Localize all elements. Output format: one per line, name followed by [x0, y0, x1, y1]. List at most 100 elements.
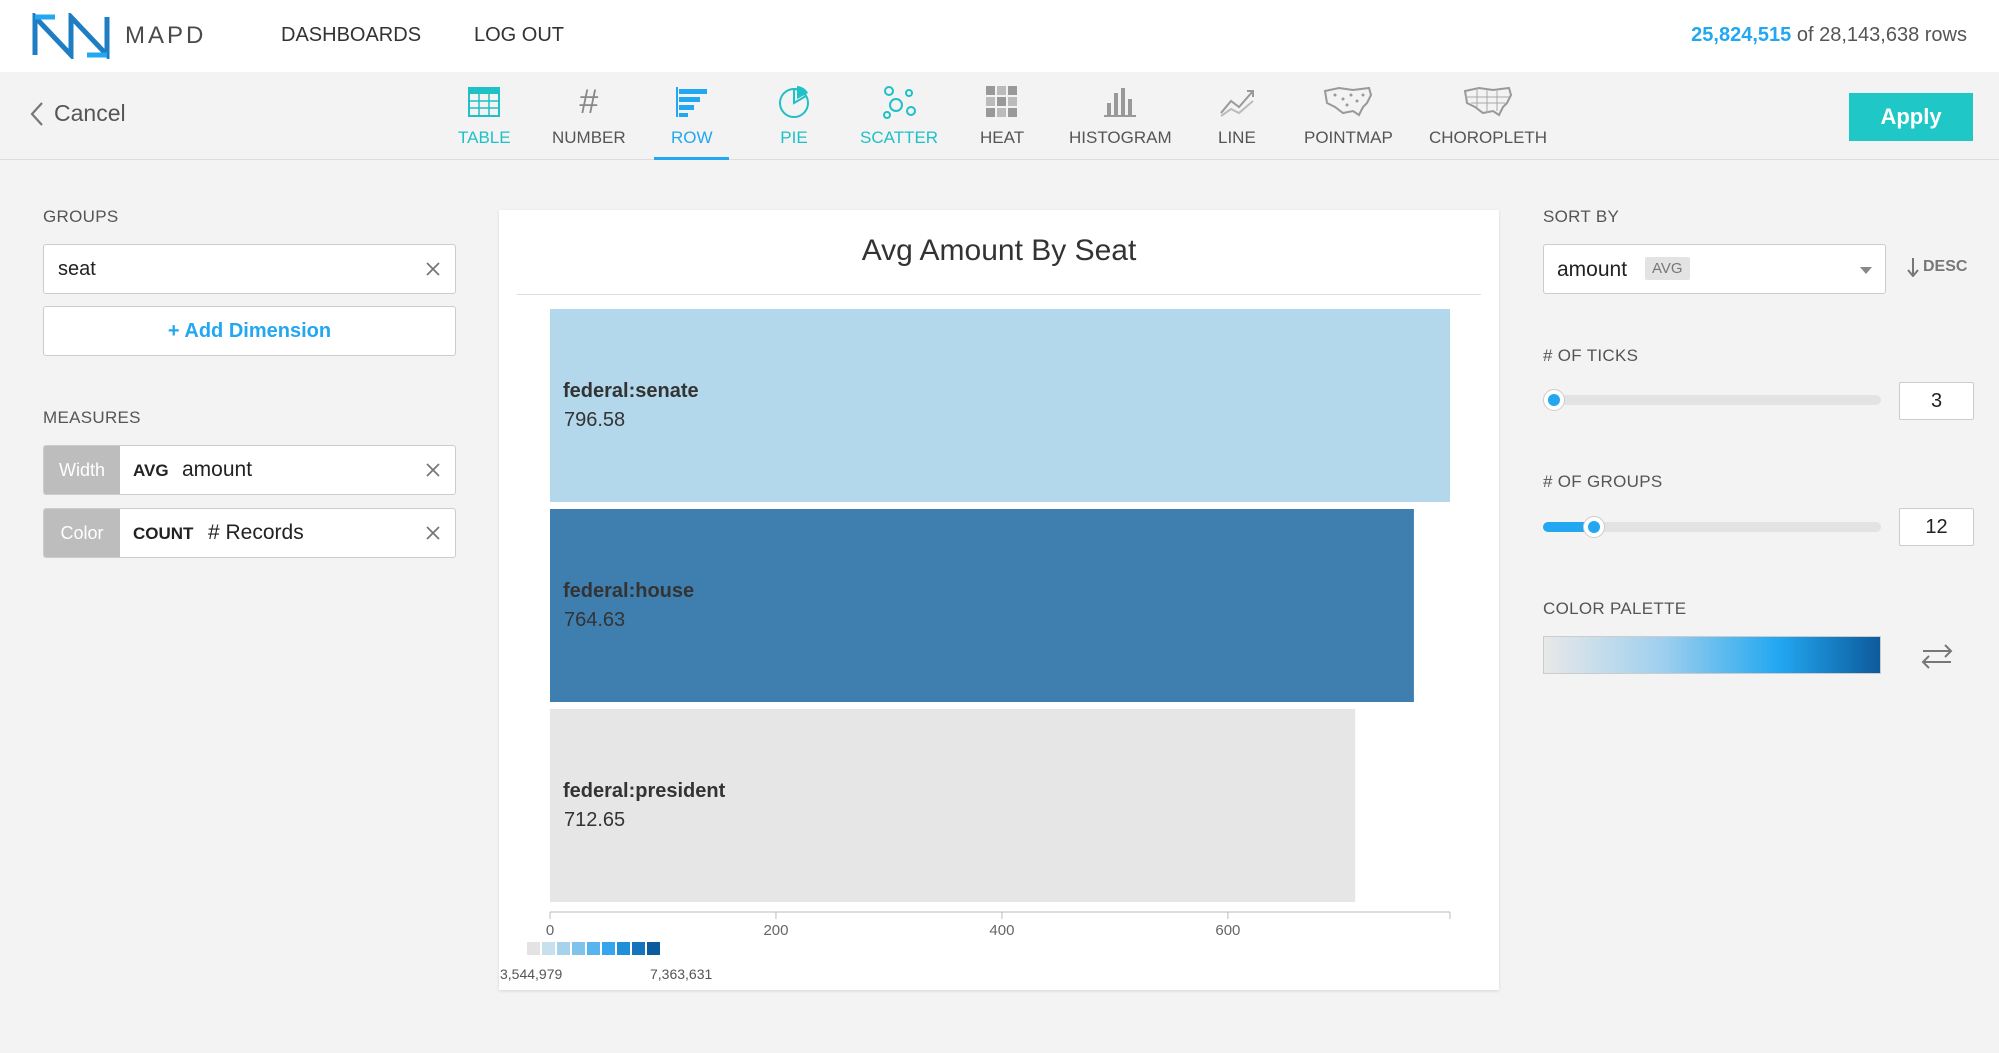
sort-aggregate-badge: AVG: [1645, 257, 1690, 280]
row-chart: federal:senate 796.58 federal:house 764.63 f…: [500, 309, 1451, 982]
measures-label: MEASURES: [43, 408, 141, 427]
chart-type-label: TABLE: [458, 128, 511, 147]
groups-slider[interactable]: [1543, 516, 1881, 538]
chart-type-heat[interactable]: HEAT: [980, 82, 1024, 148]
color-legend-swatch: [602, 942, 615, 955]
x-tick-label: 600: [1215, 922, 1240, 939]
measure-tag-color: Color: [44, 509, 120, 557]
mapd-logo-icon: [32, 13, 110, 59]
chart-type-label: HEAT: [980, 128, 1025, 147]
chart-type-label: CHOROPLETH: [1429, 128, 1548, 147]
choropleth-icon: [1463, 86, 1513, 117]
x-tick-label: 400: [989, 922, 1014, 939]
chart-card: Avg Amount By Seat federal:senate 796.58 f…: [499, 210, 1499, 990]
bar[interactable]: [550, 509, 1414, 702]
bar-value-label: 764.63: [564, 609, 625, 631]
chart-type-label: SCATTER: [860, 128, 939, 147]
pointmap-icon: [1324, 86, 1373, 117]
color-legend-swatch: [647, 942, 660, 955]
bar-category-label: federal:president: [563, 780, 726, 802]
total-row-count: 28,143,638: [1819, 24, 1920, 46]
top-nav: MAPD DASHBOARDS LOG OUT 25,824,515 of 28…: [0, 0, 1999, 72]
remove-dimension-icon[interactable]: [425, 261, 441, 277]
chart-editor-toolbar: Cancel TABLE # NUMBER ROW PIE SCATTER HE…: [0, 72, 1999, 160]
ticks-label: # OF TICKS: [1543, 346, 1639, 365]
remove-measure-icon[interactable]: [425, 462, 441, 478]
bar-value-label: 796.58: [564, 409, 625, 431]
sort-direction-toggle[interactable]: DESC: [1907, 257, 1967, 277]
sort-by-select[interactable]: amount AVG: [1543, 244, 1886, 294]
chart-type-label: HISTOGRAM: [1069, 128, 1172, 147]
chart-type-table[interactable]: TABLE: [458, 82, 511, 148]
bar-category-label: federal:house: [563, 580, 694, 602]
measure-field-name: # Records: [208, 521, 304, 544]
sort-by-label: SORT BY: [1543, 207, 1620, 226]
bar-value-label: 712.65: [564, 809, 625, 831]
chart-type-label: PIE: [780, 128, 808, 147]
remove-measure-icon[interactable]: [425, 525, 441, 541]
row-count-of: of: [1796, 24, 1814, 46]
chart-type-pie[interactable]: PIE: [777, 82, 811, 148]
groups-slider-fill: [1543, 522, 1595, 532]
pie-icon: [779, 86, 809, 118]
groups-slider-handle[interactable]: [1582, 516, 1605, 538]
logout-link[interactable]: LOG OUT: [474, 24, 565, 46]
width-measure-field[interactable]: Width AVG amount: [43, 445, 456, 495]
add-dimension-button[interactable]: + Add Dimension: [43, 306, 456, 356]
group-dimension-field[interactable]: seat: [43, 244, 456, 294]
bar-category-label: federal:senate: [563, 380, 699, 402]
color-legend-swatch: [632, 942, 645, 955]
color-legend-swatch: [557, 942, 570, 955]
color-legend-swatch: [542, 942, 555, 955]
x-tick-label: 200: [763, 922, 788, 939]
ticks-input[interactable]: 3: [1899, 382, 1974, 420]
groups-label: GROUPS: [43, 207, 119, 226]
bar[interactable]: [550, 709, 1356, 902]
chart-type-label: POINTMAP: [1304, 128, 1393, 147]
groups-input[interactable]: 12: [1899, 508, 1974, 546]
bar[interactable]: [550, 309, 1450, 502]
row-count-suffix: rows: [1924, 24, 1967, 46]
chart-type-label: ROW: [671, 128, 713, 147]
table-icon: [468, 87, 501, 117]
measure-aggregate[interactable]: AVG: [133, 461, 169, 480]
measure-tag-width: Width: [44, 446, 120, 494]
row-chart-icon: [675, 87, 707, 117]
chart-type-row[interactable]: ROW: [671, 82, 713, 148]
chevron-left-icon: [30, 101, 43, 126]
row-count: 25,824,515 of 28,143,638 rows: [1691, 24, 1967, 47]
sort-field-value: amount: [1557, 258, 1628, 281]
color-legend-max-label: 7,363,631: [650, 966, 712, 982]
chart-title-divider: [517, 294, 1481, 295]
chart-type-scatter[interactable]: SCATTER: [860, 82, 938, 148]
active-chart-type-indicator: [654, 157, 729, 160]
hash-icon: #: [579, 82, 599, 121]
measure-aggregate[interactable]: COUNT: [133, 524, 194, 543]
chart-type-label: NUMBER: [552, 128, 626, 147]
chart-type-number[interactable]: # NUMBER: [552, 82, 626, 148]
color-legend-min-label: 3,544,979: [500, 966, 562, 982]
color-legend-swatch: [587, 942, 600, 955]
color-palette-selector[interactable]: [1543, 636, 1881, 674]
color-legend-swatch: [617, 942, 630, 955]
chart-type-histogram[interactable]: HISTOGRAM: [1069, 82, 1172, 148]
chart-type-label: LINE: [1218, 128, 1256, 147]
swap-palette-icon[interactable]: [1921, 643, 1953, 669]
x-tick-label: 0: [546, 922, 554, 939]
scatter-icon: [883, 86, 917, 119]
heat-icon: [986, 86, 1018, 117]
cancel-button[interactable]: Cancel: [30, 100, 126, 127]
dashboards-link[interactable]: DASHBOARDS: [281, 24, 422, 46]
color-palette-label: COLOR PALETTE: [1543, 599, 1687, 618]
measure-field-name: amount: [182, 458, 253, 481]
sort-direction-label: DESC: [1923, 258, 1968, 275]
caret-down-icon: [1860, 267, 1872, 274]
chart-type-pointmap[interactable]: POINTMAP: [1304, 82, 1393, 148]
chart-type-line[interactable]: LINE: [1218, 82, 1256, 148]
color-measure-field[interactable]: Color COUNT # Records: [43, 508, 456, 558]
mapd-logo[interactable]: MAPD: [31, 13, 206, 59]
apply-button[interactable]: Apply: [1849, 93, 1973, 141]
chart-type-choropleth[interactable]: CHOROPLETH: [1429, 82, 1547, 148]
ticks-slider[interactable]: [1543, 389, 1881, 411]
ticks-slider-handle[interactable]: [1543, 389, 1565, 411]
